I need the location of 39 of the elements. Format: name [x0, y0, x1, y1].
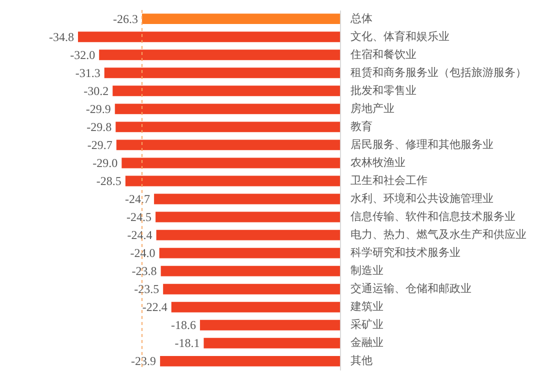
- y-tick-label: 信息传输、软件和信息技术服务业: [350, 210, 516, 224]
- y-tick-label: 居民服务、修理和其他服务业: [350, 138, 494, 151]
- y-tick-label: 建筑业: [350, 300, 384, 314]
- y-tick-label: 批发和零售业: [350, 84, 416, 97]
- data-label: -26.3: [112, 12, 138, 26]
- y-tick-label: 科学研究和技术服务业: [350, 246, 460, 260]
- data-label: -24.4: [127, 228, 152, 242]
- data-label: -23.8: [132, 264, 157, 278]
- data-label: -22.4: [142, 300, 168, 314]
- y-tick-label: 教育: [350, 120, 372, 133]
- y-tick-label: 水利、环境和公共设施管理业: [350, 192, 494, 206]
- data-label: -24.0: [130, 246, 156, 260]
- data-label: -18.1: [174, 336, 200, 350]
- data-label: -30.2: [84, 84, 109, 98]
- y-tick-label: 其他: [350, 354, 372, 368]
- data-label: -24.5: [126, 210, 152, 224]
- data-label: -34.8: [48, 30, 74, 44]
- data-label: -29.7: [87, 138, 112, 152]
- data-label: -18.6: [170, 318, 196, 332]
- data-label: -29.8: [86, 120, 112, 134]
- data-label: -23.9: [131, 354, 156, 368]
- data-label: -32.0: [70, 48, 96, 62]
- y-tick-label: 房地产业: [350, 102, 394, 115]
- y-tick-label: 农林牧渔业: [350, 156, 406, 169]
- y-tick-label: 文化、体育和娱乐业: [350, 30, 450, 43]
- y-tick-label: 电力、热力、燃气及水生产和供应业: [350, 228, 526, 242]
- data-label: -28.5: [96, 174, 122, 188]
- y-tick-label: 金融业: [350, 336, 384, 350]
- data-label: -31.3: [75, 66, 100, 80]
- y-tick-label: 制造业: [350, 264, 384, 278]
- data-label: -24.7: [125, 192, 150, 206]
- y-tick-label: 卫生和社会工作: [350, 174, 428, 187]
- y-tick-label: 住宿和餐饮业: [350, 48, 416, 61]
- y-tick-label: 采矿业: [350, 318, 384, 332]
- data-label: -29.0: [92, 156, 118, 170]
- data-label: -29.9: [86, 102, 111, 116]
- y-tick-label: 总体: [350, 12, 372, 25]
- y-tick-label: 租赁和商务服务业（包括旅游服务）: [350, 66, 526, 79]
- y-tick-label: 交通运输、仓储和邮政业: [350, 282, 472, 296]
